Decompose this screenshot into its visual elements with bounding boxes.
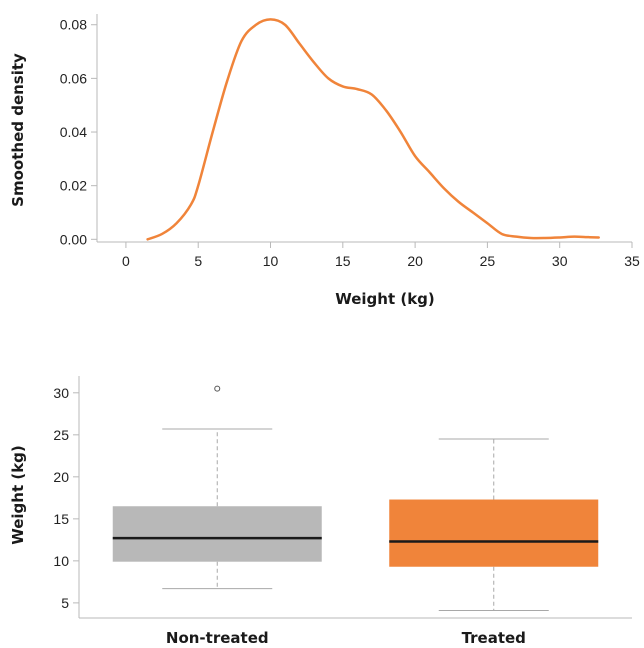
density-x-tick-label: 35 [624, 253, 640, 269]
density-x-tick-label: 10 [263, 253, 279, 269]
box-y-tick-label: 5 [61, 595, 69, 611]
box-category-labels: Non-treated Treated [166, 629, 526, 647]
density-x-axis-title: Weight (kg) [335, 290, 435, 308]
box-y-tick-label: 10 [53, 553, 69, 569]
density-y-axis-title: Smoothed density [9, 53, 27, 207]
box-iqr-rect [112, 506, 322, 562]
density-y-tick-label: 0.04 [60, 124, 87, 140]
box-iqr-rect [389, 499, 599, 567]
box-y-tick-label: 15 [53, 511, 69, 527]
density-y-tick-label: 0.00 [60, 231, 87, 247]
box-y-tick-label: 25 [53, 427, 69, 443]
density-y-tick-label: 0.06 [60, 70, 87, 86]
box-category-label: Treated [462, 629, 526, 647]
density-y-tick-label: 0.08 [60, 17, 87, 33]
box-y-axis-title: Weight (kg) [9, 445, 27, 545]
box-plot-chart: 5 10 15 20 25 30 Non-treated Treated Weight (k… [9, 376, 632, 647]
density-y-tick-label: 0.02 [60, 178, 87, 194]
density-x-tick-label: 5 [194, 253, 202, 269]
box-treated [389, 438, 599, 611]
density-y-ticks: 0.00 0.02 0.04 0.06 0.08 [60, 17, 97, 247]
box-y-ticks: 5 10 15 20 25 30 [53, 385, 79, 611]
box-outlier-point [214, 385, 221, 392]
density-x-tick-label: 30 [552, 253, 568, 269]
box-series [112, 385, 599, 611]
box-category-label: Non-treated [166, 629, 269, 647]
box-non-treated [112, 385, 322, 590]
box-y-tick-label: 20 [53, 469, 69, 485]
density-curve [146, 18, 600, 241]
box-y-tick-label: 30 [53, 385, 69, 401]
density-x-ticks: 0 5 10 15 20 25 30 35 [122, 242, 640, 269]
density-x-tick-label: 25 [480, 253, 496, 269]
density-x-tick-label: 15 [335, 253, 351, 269]
density-x-tick-label: 0 [122, 253, 130, 269]
density-x-tick-label: 20 [407, 253, 423, 269]
density-chart: 0.00 0.02 0.04 0.06 0.08 0 5 10 15 20 25 30 35 Weig… [9, 14, 640, 308]
